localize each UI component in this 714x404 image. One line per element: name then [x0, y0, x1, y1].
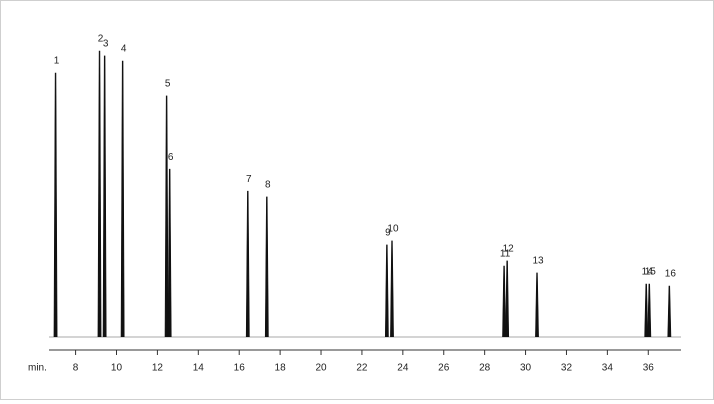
peak-label: 11 — [500, 249, 511, 260]
peak-label: 16 — [665, 269, 677, 280]
peak-label: 8 — [265, 180, 271, 191]
x-tick-label: 36 — [643, 363, 655, 374]
peak-label: 2 — [98, 34, 104, 45]
peak — [384, 244, 389, 338]
peak — [264, 196, 269, 338]
x-tick-label: 12 — [152, 363, 164, 374]
x-tick-label: 14 — [193, 363, 205, 374]
peak — [167, 168, 172, 338]
peak-label: 4 — [121, 44, 127, 55]
peak — [164, 95, 169, 338]
x-tick-label: 16 — [234, 363, 246, 374]
peak — [535, 272, 539, 338]
peak-label: 1 — [54, 56, 60, 67]
peak — [53, 72, 58, 338]
x-unit-label: min. — [28, 363, 47, 374]
peak — [502, 265, 506, 338]
peak-label: 9 — [385, 228, 391, 239]
x-tick-label: 34 — [602, 363, 614, 374]
peak-label: 10 — [387, 224, 399, 235]
peak — [97, 50, 102, 338]
peak-label: 15 — [645, 267, 657, 278]
x-tick-label: 10 — [111, 363, 123, 374]
peak — [102, 55, 107, 338]
peak-label: 13 — [532, 256, 544, 267]
peak-label: 3 — [103, 39, 109, 50]
peak — [667, 285, 672, 338]
x-tick-label: 8 — [73, 363, 79, 374]
x-tick-label: 20 — [315, 363, 327, 374]
peak — [245, 190, 250, 338]
peak-label: 7 — [246, 174, 252, 185]
x-tick-label: 22 — [356, 363, 368, 374]
peak — [644, 283, 649, 338]
peak — [647, 283, 652, 338]
x-tick-label: 28 — [479, 363, 491, 374]
peak-label: 6 — [168, 152, 174, 163]
x-tick-label: 18 — [275, 363, 287, 374]
peak — [120, 60, 125, 338]
x-tick-label: 32 — [561, 363, 573, 374]
peak — [390, 240, 394, 338]
x-tick-label: 30 — [520, 363, 532, 374]
x-tick-label: 24 — [397, 363, 409, 374]
peak-label: 12 — [503, 244, 515, 255]
peak-label: 5 — [165, 79, 171, 90]
peak — [505, 260, 510, 338]
peak-label: 14 — [642, 267, 654, 278]
x-tick-label: 26 — [438, 363, 450, 374]
